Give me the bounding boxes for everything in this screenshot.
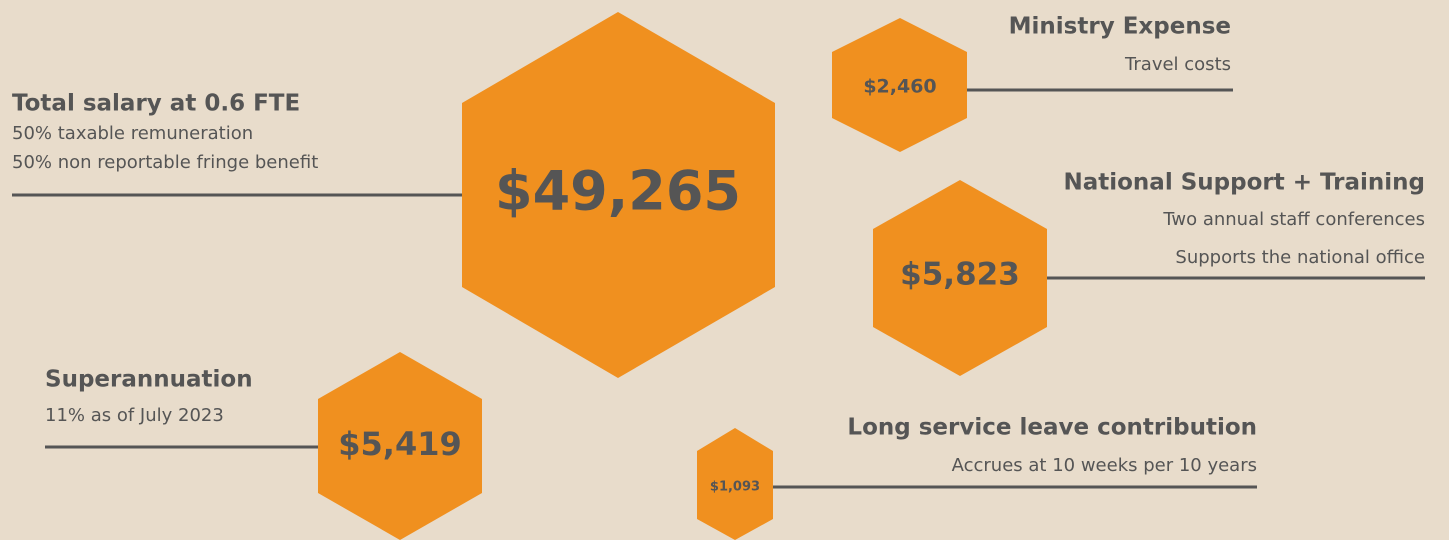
item-description: 11% as of July 2023 [45, 405, 224, 426]
item-description: Travel costs [1124, 54, 1231, 75]
item-description: Accrues at 10 weeks per 10 years [952, 455, 1257, 476]
item-title: Long service leave contribution [847, 415, 1257, 441]
item-title: Ministry Expense [1009, 14, 1231, 40]
amount: $49,265 [495, 160, 741, 223]
item-description: Two annual staff conferences [1162, 209, 1425, 230]
amount: $5,823 [900, 257, 1020, 293]
hexagon [697, 428, 773, 540]
amount: $2,460 [863, 76, 936, 98]
hexagon [832, 18, 967, 152]
hexagon [462, 12, 775, 378]
amount: $5,419 [338, 425, 461, 463]
amount: $1,093 [710, 480, 760, 495]
hexagon [318, 352, 482, 540]
hexagon [873, 180, 1047, 376]
item-title: National Support + Training [1063, 170, 1425, 196]
item-description: 50% taxable remuneration [12, 123, 253, 144]
item-description: Supports the national office [1175, 247, 1425, 268]
item-description: 50% non reportable fringe benefit [12, 152, 318, 173]
item-title: Total salary at 0.6 FTE [12, 91, 300, 117]
item-title: Superannuation [45, 367, 253, 393]
